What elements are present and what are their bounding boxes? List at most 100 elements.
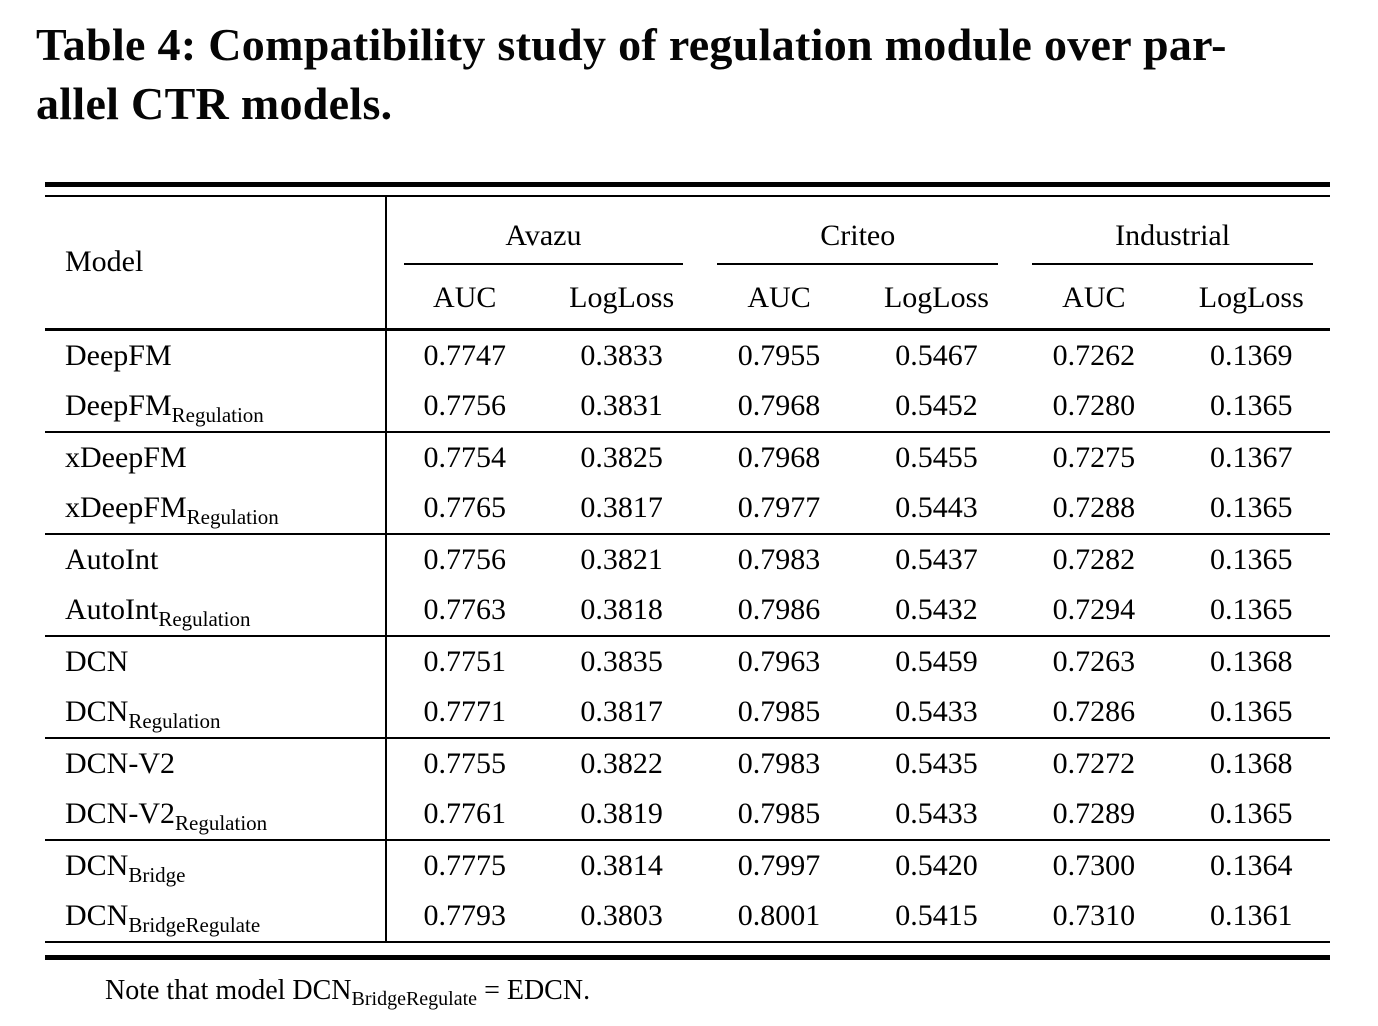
- model-column-header: Model: [45, 195, 387, 331]
- value-cell: 0.1369: [1210, 338, 1293, 372]
- table-container: Model Avazu Criteo Industrial AUC LogLos…: [45, 181, 1330, 960]
- model-subscript: Regulation: [171, 402, 264, 427]
- value-cell: 0.7983: [700, 532, 858, 585]
- model-name: DeepFM: [65, 388, 172, 422]
- subheader-auc-criteo: AUC: [700, 265, 858, 331]
- value-cell: 0.7262: [1052, 338, 1136, 372]
- value-cell: 0.7977: [737, 490, 821, 524]
- group-header-criteo: Criteo: [700, 196, 1015, 266]
- model-cell: AutoInt: [45, 532, 387, 585]
- value-cell: 0.1365: [1172, 532, 1330, 585]
- table-row: DCNBridge 0.7775 0.3814 0.7997 0.5420 0.7300 0…: [45, 838, 1330, 891]
- value-cell: 0.3819: [580, 796, 663, 830]
- value-cell: 0.1365: [1210, 490, 1293, 524]
- value-cell: 0.7793: [423, 898, 506, 932]
- value-cell: 0.5437: [857, 532, 1016, 585]
- value-cell: 0.1368: [1172, 736, 1330, 789]
- value-cell: 0.7983: [700, 736, 858, 789]
- table-row: DCN 0.7751 0.3835 0.7963 0.5459 0.7263 0.1368: [45, 634, 1330, 687]
- value-cell: 0.7300: [1015, 838, 1173, 891]
- value-cell: 0.7747: [423, 338, 506, 372]
- table-row: xDeepFM 0.7754 0.3825 0.7968 0.5455 0.7275 0.1…: [45, 430, 1330, 483]
- value-cell: 0.7282: [1015, 532, 1173, 585]
- value-cell: 0.5433: [895, 796, 978, 830]
- caption-line-2: allel CTR models.: [36, 77, 393, 129]
- model-subscript: BridgeRegulate: [128, 912, 261, 937]
- model-cell: DCN: [45, 634, 387, 687]
- value-cell: 0.7280: [1052, 388, 1136, 422]
- table-header: Model Avazu Criteo Industrial AUC LogLos…: [45, 195, 1330, 331]
- value-cell: 0.7756: [423, 388, 506, 422]
- value-cell: 0.3831: [580, 388, 663, 422]
- value-cell: 0.5452: [895, 388, 978, 422]
- model-name: DCN: [65, 898, 129, 932]
- value-cell: 0.7968: [700, 430, 858, 483]
- value-cell: 0.3817: [580, 490, 663, 524]
- value-cell: 0.5420: [857, 838, 1016, 891]
- value-cell: 0.7751: [385, 634, 543, 687]
- results-table: Model Avazu Criteo Industrial AUC LogLos…: [45, 194, 1330, 943]
- model-cell: DCNBridgeRegulate: [45, 890, 387, 942]
- value-cell: 0.1365: [1210, 592, 1293, 626]
- value-cell: 0.3817: [580, 694, 663, 728]
- model-cell: DeepFMRegulation: [45, 380, 387, 432]
- value-cell: 0.5435: [857, 736, 1016, 789]
- table-footnote: Note that model DCNBridgeRegulate = EDCN…: [105, 974, 1378, 1010]
- group-label-criteo: Criteo: [717, 219, 999, 265]
- value-cell: 0.7986: [737, 592, 821, 626]
- table-row: AutoIntRegulation 0.7763 0.3818 0.7986 0.543…: [45, 584, 1330, 636]
- table-row: DCNBridgeRegulate 0.7793 0.3803 0.8001 0.541…: [45, 890, 1330, 942]
- model-subscript: Regulation: [128, 708, 221, 733]
- table-caption: Table 4: Compatibility study of regulati…: [36, 16, 1338, 134]
- model-cell: DCN-V2: [45, 736, 387, 789]
- model-name: DCN-V2: [65, 746, 175, 780]
- value-cell: 0.7286: [1052, 694, 1136, 728]
- value-cell: 0.5467: [895, 338, 978, 372]
- group-header-row: Model Avazu Criteo Industrial: [45, 195, 1330, 331]
- value-cell: 0.7272: [1015, 736, 1173, 789]
- value-cell: 0.5455: [857, 430, 1016, 483]
- table-body: DeepFM 0.7747 0.3833 0.7955 0.5467 0.7262 0.13…: [45, 329, 1330, 942]
- value-cell: 0.7763: [423, 592, 506, 626]
- model-name: AutoInt: [65, 592, 159, 626]
- value-cell: 0.8001: [737, 898, 821, 932]
- group-header-avazu: Avazu: [386, 196, 701, 266]
- value-cell: 0.1367: [1172, 430, 1330, 483]
- group-label-avazu: Avazu: [403, 219, 684, 265]
- value-cell: 0.3803: [580, 898, 663, 932]
- value-cell: 0.5459: [857, 634, 1016, 687]
- model-name: DCN: [65, 644, 129, 678]
- value-cell: 0.7761: [423, 796, 506, 830]
- model-subscript: Regulation: [158, 606, 251, 631]
- value-cell: 0.7955: [737, 338, 821, 372]
- subheader-logloss-industrial: LogLoss: [1172, 265, 1330, 331]
- value-cell: 0.3821: [542, 532, 701, 585]
- value-cell: 0.7771: [423, 694, 506, 728]
- subheader-auc-industrial: AUC: [1015, 265, 1173, 331]
- model-name: DCN: [65, 848, 129, 882]
- model-name: xDeepFM: [65, 440, 187, 474]
- footnote-subscript: BridgeRegulate: [351, 987, 478, 1010]
- group-label-industrial: Industrial: [1032, 219, 1313, 265]
- model-cell: DCNRegulation: [45, 686, 387, 738]
- model-cell: xDeepFM: [45, 430, 387, 483]
- model-subscript: Bridge: [128, 862, 186, 887]
- model-name: xDeepFM: [65, 490, 187, 524]
- value-cell: 0.3825: [542, 430, 701, 483]
- subheader-logloss-avazu: LogLoss: [542, 265, 701, 331]
- value-cell: 0.7310: [1052, 898, 1136, 932]
- model-name: DeepFM: [65, 338, 172, 372]
- value-cell: 0.3833: [580, 338, 663, 372]
- value-cell: 0.7765: [423, 490, 506, 524]
- value-cell: 0.7294: [1052, 592, 1136, 626]
- sub-header-row: AUC LogLoss AUC LogLoss AUC LogLoss: [45, 265, 1330, 331]
- value-cell: 0.3818: [580, 592, 663, 626]
- value-cell: 0.5433: [895, 694, 978, 728]
- value-cell: 0.7275: [1015, 430, 1173, 483]
- value-cell: 0.7985: [737, 694, 821, 728]
- value-cell: 0.7755: [385, 736, 543, 789]
- value-cell: 0.7756: [385, 532, 543, 585]
- value-cell: 0.5432: [895, 592, 978, 626]
- model-cell: AutoIntRegulation: [45, 584, 387, 636]
